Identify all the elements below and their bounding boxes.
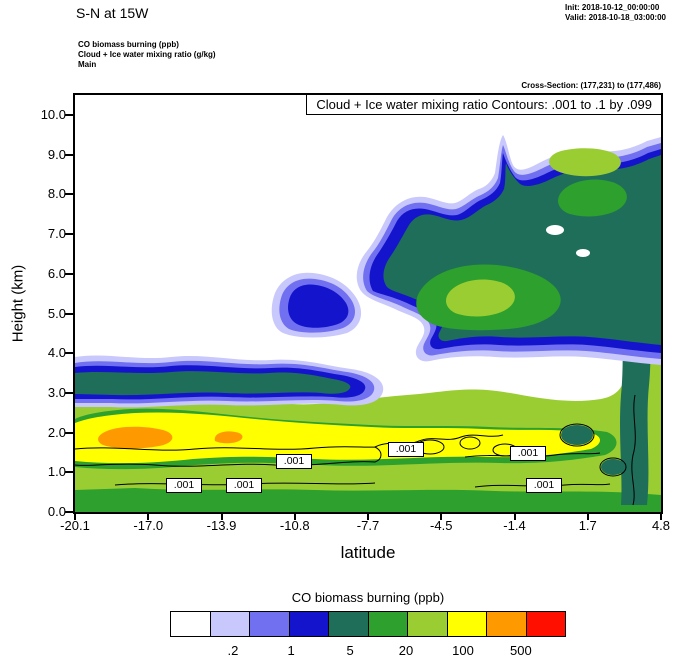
y-tick-mark [65,352,73,355]
cloud-contour-right [464,452,601,458]
cloud-contour-loop-5 [599,457,627,477]
plot-area: Cloud + Ice water mixing ratio Contours:… [73,93,663,514]
colorbar-cell [408,612,448,636]
x-tick-mark [660,513,662,520]
x-tick-label: -20.1 [60,518,90,533]
y-tick-label: 5.0 [47,305,66,321]
x-tick-label: 4.8 [651,518,671,533]
y-tick-label: 0.0 [47,504,66,520]
x-tick-mark [293,513,296,520]
y-tick-mark [65,471,73,474]
plume-lightgreen-core [446,279,515,317]
cloud-contour-loop-2 [459,436,481,450]
x-tick-label: -10.8 [279,518,310,533]
x-tick-label: 1.7 [578,518,597,533]
colorbar-tick-label: 500 [509,643,532,658]
colorbar-cell [447,612,487,636]
legend-contour-field: Cloud + Ice water mixing ratio (g/kg) [78,50,216,59]
colorbar [170,611,566,637]
x-tick-mark [440,513,443,520]
x-tick-mark [367,513,369,520]
y-tick-mark [65,312,73,315]
x-tick-label: -7.7 [356,518,380,533]
cloud-contour-left-loop [75,446,382,467]
co-fill-orange-small [214,431,243,444]
colorbar-cell [250,612,290,636]
cloud-contour-right-edge [631,394,636,506]
cloudband-teal [75,371,351,396]
y-tick-label: 2.0 [47,424,66,440]
y-tick-mark [65,431,73,434]
plume-green-upper [558,179,627,217]
legend-domain: Main [78,60,97,69]
y-tick-mark [65,391,73,394]
cloud-contour-label: .001 [526,478,562,493]
plume-white-hole-1 [546,225,564,235]
colorbar-cell [329,612,369,636]
cross-section-label: Cross-Section: (177,231) to (177,486) [521,81,661,90]
cloud-contour-label: .001 [166,478,202,493]
colorbar-cell [171,612,211,636]
x-tick-label: -4.5 [430,518,453,533]
colorbar-cell [487,612,527,636]
plume-lightgreen-cap [549,148,621,177]
contour-plot-svg [75,95,661,512]
page-title: S-N at 15W [76,5,149,21]
co-teal-spot-2 [601,459,625,475]
y-tick-mark [65,511,73,514]
contour-info-box: Cloud + Ice water mixing ratio Contours:… [306,95,661,115]
colorbar-tick-label: 1 [287,643,295,658]
y-tick-mark [65,153,73,156]
y-tick-label: 10.0 [40,107,66,122]
colorbar-cell [526,612,565,636]
x-tick-label: -13.9 [206,518,237,533]
init-time: Init: 2018-10-12_00:00:00 [565,3,660,12]
x-axis-label: latitude [340,543,396,562]
x-tick-label: -17.0 [133,518,164,533]
y-tick-label: 4.0 [47,345,66,361]
cloud-contour-label: .001 [388,442,424,457]
midpatch-deepblue [288,284,349,328]
colorbar-cell [289,612,329,636]
y-tick-label: 3.0 [47,384,66,400]
y-tick-label: 6.0 [47,265,66,281]
co-teal-spot-1 [561,425,593,445]
colorbar-tick-label: .2 [227,643,239,658]
y-tick-mark [65,114,73,116]
x-tick-mark [513,513,516,520]
y-tick-mark [65,233,73,236]
x-tick-label: -1.4 [503,518,526,533]
legend-fill-field: CO biomass burning (ppb) [78,40,179,49]
colorbar-tick-label: 20 [398,643,414,658]
valid-time: Valid: 2018-10-18_03:00:00 [565,13,666,22]
plume-white-hole-2 [576,249,590,257]
x-tick-mark [74,513,76,520]
y-tick-mark [65,272,73,275]
cloud-contour-label: .001 [276,454,312,469]
co-fill-yellow-band [75,412,600,464]
cloud-contour-lower-right [474,483,611,488]
y-tick-label: 8.0 [47,186,66,202]
colorbar-tick-label: 100 [452,643,474,658]
co-fill-medgreen-bottom [75,488,661,512]
field-legend: CO biomass burning (ppb) Cloud + Ice wat… [78,40,216,70]
colorbar-cell [368,612,408,636]
cloud-contour-label: .001 [510,446,546,461]
y-tick-label: 1.0 [47,464,66,480]
colorbar-cell [210,612,250,636]
x-tick-mark [586,513,589,520]
colorbar-tick-label: 5 [346,643,354,658]
colorbar-title: CO biomass burning (ppb) [291,590,445,605]
x-tick-mark [147,513,150,520]
co-fill-orange-max [98,426,173,449]
x-tick-mark [220,513,223,520]
y-tick-label: 9.0 [47,146,66,162]
y-tick-label: 7.0 [47,226,66,242]
cloud-contour-label: .001 [226,478,262,493]
run-times: Init: 2018-10-12_00:00:00 Valid: 2018-10… [565,3,666,23]
y-tick-mark [65,193,73,196]
cloud-contour-loop-4 [559,423,595,447]
